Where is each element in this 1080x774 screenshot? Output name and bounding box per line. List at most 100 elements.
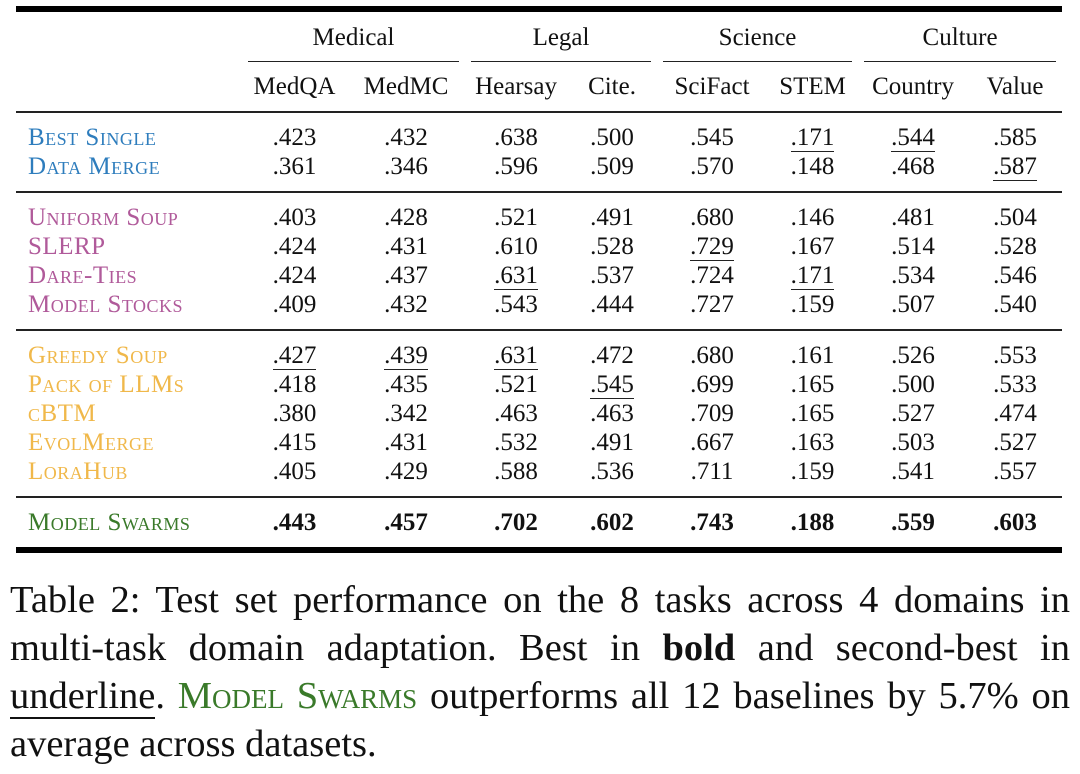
score-value: .507 xyxy=(891,291,935,318)
section-rule xyxy=(16,496,1063,498)
score-cell: .429 xyxy=(347,457,465,486)
score-value: .528 xyxy=(590,233,634,260)
score-cell: .528 xyxy=(968,232,1062,261)
score-value: .527 xyxy=(993,429,1037,456)
score-cell: .435 xyxy=(347,370,465,399)
results-table: Medical Legal Science Culture MedQA MedMC Hea… xyxy=(16,6,1063,553)
table-bottom-rule xyxy=(16,547,1063,553)
domain-header: Medical xyxy=(242,12,465,62)
score-cell: .159 xyxy=(767,290,858,319)
score-cell: .409 xyxy=(242,290,347,319)
score-cell: .638 xyxy=(465,123,567,152)
score-cell: .553 xyxy=(968,341,1062,370)
task-header: Hearsay xyxy=(475,73,557,100)
score-cell: .702 xyxy=(465,508,567,537)
score-value: .161 xyxy=(790,342,835,369)
score-value: .167 xyxy=(790,233,835,260)
method-name: cBTM xyxy=(28,400,97,427)
table-row: EvolMerge .415 .431 .532 .491 .667 .163 .503 .52… xyxy=(16,428,1062,457)
score-value: .680 xyxy=(690,204,734,231)
score-value: .743 xyxy=(690,509,734,536)
score-cell: .159 xyxy=(767,457,858,486)
score-value: .342 xyxy=(384,400,428,427)
spacer-row xyxy=(16,486,1062,496)
score-cell: .631 xyxy=(465,261,567,290)
score-value: .431 xyxy=(384,233,428,260)
score-cell: .437 xyxy=(347,261,465,290)
score-value: .468 xyxy=(891,153,935,180)
score-cell: .148 xyxy=(767,152,858,181)
domain-header-row: Medical Legal Science Culture xyxy=(16,12,1062,62)
score-cell: .557 xyxy=(968,457,1062,486)
table-row: LoraHub .405 .429 .588 .536 .711 .159 .541 .557 xyxy=(16,457,1062,486)
score-value: .727 xyxy=(690,291,734,318)
score-value: .424 xyxy=(272,262,317,289)
table-row: Data Merge .361 .346 .596 .509 .570 .148 .468 .5… xyxy=(16,152,1062,181)
task-header: STEM xyxy=(779,73,846,100)
score-value: .437 xyxy=(384,262,428,289)
score-cell: .729 xyxy=(657,232,767,261)
domain-header: Science xyxy=(657,12,858,62)
score-value: .427 xyxy=(272,342,317,370)
score-cell: .724 xyxy=(657,261,767,290)
table-row: Model Swarms .443 .457 .702 .602 .743 .188 .559… xyxy=(16,508,1062,537)
caption-underline-word: underline xyxy=(10,675,156,719)
domain-header-label: Science xyxy=(718,23,797,51)
header-rule xyxy=(16,111,1063,113)
domain-header-label: Legal xyxy=(532,23,590,51)
score-cell: .472 xyxy=(567,341,657,370)
score-value: .559 xyxy=(891,509,935,536)
table-row: Greedy Soup .427 .439 .631 .472 .680 .161 .526.… xyxy=(16,341,1062,370)
score-cell: .559 xyxy=(858,508,968,537)
score-cell: .521 xyxy=(465,203,567,232)
score-cell: .431 xyxy=(347,232,465,261)
score-cell: .171 xyxy=(767,123,858,152)
score-cell: .457 xyxy=(347,508,465,537)
score-cell: .588 xyxy=(465,457,567,486)
caption-method-name: Model Swarms xyxy=(177,675,418,717)
score-value: .527 xyxy=(891,400,935,427)
score-value: .585 xyxy=(993,124,1037,151)
score-value: .724 xyxy=(690,262,734,289)
method-name: Uniform Soup xyxy=(28,204,179,231)
corner-cell xyxy=(16,12,242,62)
score-value: .463 xyxy=(590,400,634,427)
score-cell: .667 xyxy=(657,428,767,457)
caption-part1: Table 2: Test set performance on the 8 t… xyxy=(10,579,1070,669)
score-value: .171 xyxy=(790,262,835,290)
task-header: MedMC xyxy=(363,73,449,100)
score-value: .680 xyxy=(690,342,734,369)
score-value: .509 xyxy=(590,153,634,180)
score-value: .444 xyxy=(590,291,634,318)
score-value: .457 xyxy=(384,509,428,536)
score-cell: .603 xyxy=(968,508,1062,537)
method-name: EvolMerge xyxy=(28,429,154,456)
score-cell: .514 xyxy=(858,232,968,261)
score-value: .429 xyxy=(384,458,428,485)
score-cell: .474 xyxy=(968,399,1062,428)
table-row: Pack of LLMs .418 .435 .521 .545 .699 .165 .500… xyxy=(16,370,1062,399)
domain-underline xyxy=(864,61,1057,62)
score-value: .432 xyxy=(384,291,428,318)
score-value: .546 xyxy=(993,262,1037,289)
score-cell: .546 xyxy=(968,261,1062,290)
score-cell: .544 xyxy=(858,123,968,152)
score-value: .409 xyxy=(272,291,317,318)
score-value: .667 xyxy=(690,429,734,456)
score-value: .163 xyxy=(790,429,835,456)
score-value: .553 xyxy=(993,342,1037,369)
score-value: .709 xyxy=(690,400,734,427)
method-name: Best Single xyxy=(28,124,157,151)
domain-header-label: Medical xyxy=(312,23,395,51)
score-value: .472 xyxy=(590,342,634,369)
score-cell: .587 xyxy=(968,152,1062,181)
score-cell: .711 xyxy=(657,457,767,486)
score-cell: .570 xyxy=(657,152,767,181)
spacer-row xyxy=(16,193,1062,203)
score-value: .631 xyxy=(494,262,538,290)
spacer-row xyxy=(16,181,1062,191)
score-cell: .537 xyxy=(567,261,657,290)
score-cell: .543 xyxy=(465,290,567,319)
score-value: .428 xyxy=(384,204,428,231)
